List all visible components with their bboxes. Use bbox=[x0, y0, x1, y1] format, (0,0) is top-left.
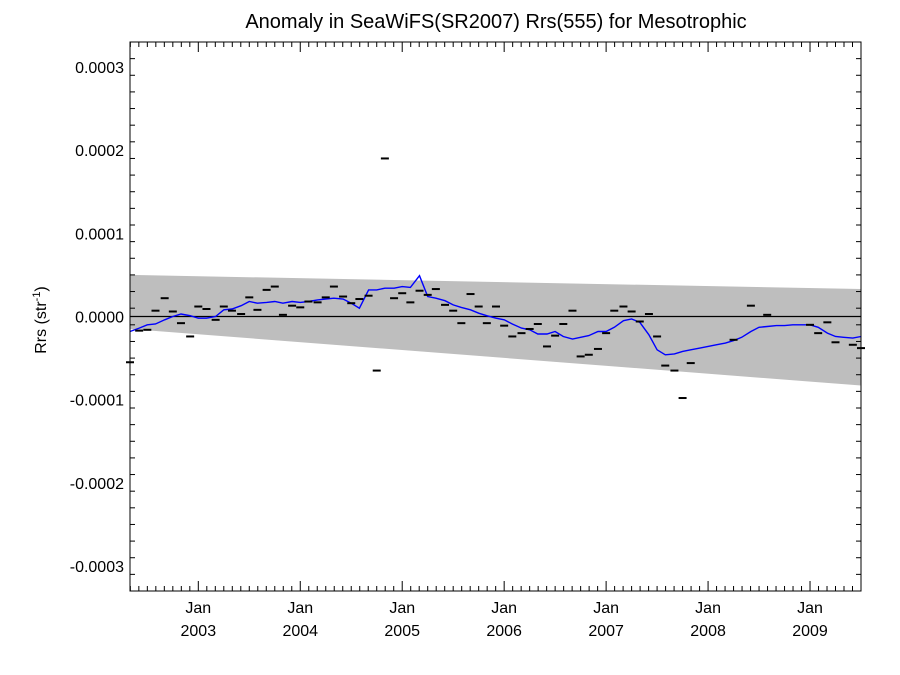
x-tick-year-label: 2003 bbox=[181, 623, 217, 640]
x-tick-month-label: Jan bbox=[491, 600, 517, 617]
x-tick-month-label: Jan bbox=[389, 600, 415, 617]
x-tick-year-label: 2007 bbox=[588, 623, 624, 640]
x-tick-year-label: 2004 bbox=[282, 623, 318, 640]
y-axis-label-superscript: -1 bbox=[31, 292, 43, 302]
y-tick-label: -0.0002 bbox=[70, 476, 124, 493]
x-axis-ticks: Jan 2003 Jan 2004 Jan 2005 Jan 2006 Jan 2007 Jan 20… bbox=[129, 42, 862, 640]
y-tick-label: 0.0003 bbox=[75, 60, 124, 77]
x-tick-year-label: 2009 bbox=[792, 623, 828, 640]
y-tick-label: -0.0001 bbox=[70, 393, 124, 410]
confidence-band bbox=[130, 274, 861, 386]
x-tick-month-label: Jan bbox=[185, 600, 211, 617]
anomaly-line-layer bbox=[129, 274, 862, 356]
x-tick-year-label: 2006 bbox=[486, 623, 522, 640]
y-axis-label: Rrs (str-1) bbox=[31, 286, 50, 354]
anomaly-line bbox=[129, 274, 862, 356]
x-tick-month-label: Jan bbox=[287, 600, 313, 617]
y-tick-label: 0.0000 bbox=[75, 310, 124, 327]
x-tick-month-label: Jan bbox=[695, 600, 721, 617]
anomaly-points-layer bbox=[126, 157, 865, 400]
y-tick-label: 0.0002 bbox=[75, 143, 124, 160]
x-tick-month-label: Jan bbox=[593, 600, 619, 617]
y-axis-label-main: Rrs (str bbox=[33, 301, 50, 354]
y-tick-label: 0.0001 bbox=[75, 226, 124, 243]
chart-title: Anomaly in SeaWiFS(SR2007) Rrs(555) for … bbox=[245, 11, 746, 33]
x-tick-month-label: Jan bbox=[797, 600, 823, 617]
y-tick-label: -0.0003 bbox=[70, 559, 124, 576]
x-tick-year-label: 2005 bbox=[384, 623, 420, 640]
x-tick-year-label: 2008 bbox=[690, 623, 726, 640]
y-axis-ticks: -0.0003 -0.0002 -0.0001 0.0000 0.0001 0.0002 0… bbox=[70, 41, 861, 592]
confidence-band-layer bbox=[130, 274, 861, 386]
y-axis-label-end: ) bbox=[33, 286, 50, 291]
